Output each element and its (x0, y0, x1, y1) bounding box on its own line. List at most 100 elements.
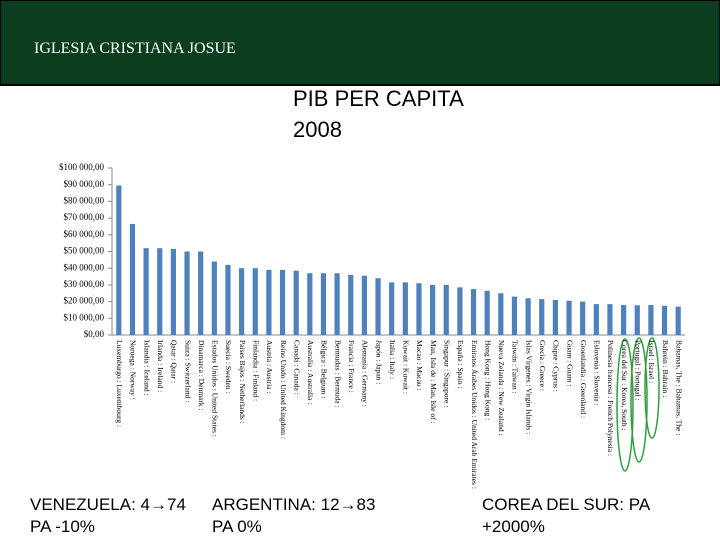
y-tick-label: $60 000,00 (64, 229, 105, 239)
highlight-ring (644, 337, 660, 439)
highlight-ring (630, 337, 648, 463)
x-tick-label: Irlanda : Ireland : (156, 340, 165, 392)
x-tick-label: Guam : Guam : (565, 340, 574, 386)
bar (252, 268, 258, 335)
y-tick-label: $30 000,00 (64, 279, 105, 289)
x-tick-label: Taiwán : Taiwan : (511, 340, 520, 394)
bar (443, 284, 449, 335)
bar (593, 304, 599, 335)
annotation: PA -10% (30, 517, 95, 536)
bar (307, 273, 313, 335)
x-tick-label: Corea del Sur : Korea, South : (620, 340, 629, 431)
x-tick-label: Macao : Macau : (415, 340, 424, 391)
bar (170, 248, 176, 335)
x-tick-label: Bermudas : Bermuda : (333, 340, 342, 408)
x-tick-label: Australia : Australia : (306, 340, 315, 404)
x-tick-label: Nueva Zelanda : New Zealand : (497, 340, 506, 436)
header-title: IGLESIA CRISTIANA JOSUE (34, 40, 236, 57)
chart-title: PIB PER CAPITA (293, 86, 464, 111)
bar (498, 293, 504, 335)
x-tick-label: Bahamas, The : Bahamas, The : (674, 340, 683, 435)
bar (430, 284, 436, 335)
x-tick-label: Canadá : Canada : (292, 340, 301, 395)
annotation: PA 0% (212, 517, 262, 536)
x-tick-label: Bélgica : Belgium : (320, 340, 329, 399)
x-tick-label: Islandia : Iceland : (142, 340, 151, 396)
bar (266, 269, 272, 335)
bar (621, 304, 627, 335)
bar (143, 248, 149, 335)
bar (198, 251, 204, 335)
x-tick-label: Países Bajos : Netherlands : (238, 340, 247, 424)
x-tick-label: Suiza : Switzerland : (183, 340, 192, 402)
bar (552, 299, 558, 335)
x-tick-label: Kuwait : Kuwait : (402, 340, 411, 394)
bar (580, 301, 586, 335)
y-tick-label: $40 000,00 (64, 262, 105, 272)
x-tick-label: Emiratos Árabes Unidos : United Arab Emi… (470, 340, 480, 489)
bar (675, 306, 681, 335)
bar (157, 248, 163, 335)
bar (184, 251, 190, 335)
annotation: COREA DEL SUR: PA (482, 495, 651, 514)
annotation: ARGENTINA: 12→83 (212, 495, 375, 514)
bar (320, 273, 327, 335)
x-tick-label: Luxemburgo : Luxembourg : (115, 340, 124, 427)
x-tick-label: Bahrein : Bahrain : (661, 340, 670, 397)
bar (239, 268, 245, 335)
x-tick-label: Francia : France : (347, 340, 356, 393)
bar (129, 223, 136, 335)
bar (634, 305, 640, 335)
annotation: VENEZUELA: 4→74 (30, 495, 186, 514)
y-tick-label: $0,00 (84, 329, 105, 339)
bar (511, 296, 518, 335)
bar (416, 283, 422, 335)
bar (348, 274, 354, 335)
bar (470, 289, 477, 335)
x-tick-label: Grecia : Greece : (538, 340, 547, 391)
bar (375, 278, 381, 335)
bar (402, 282, 408, 335)
x-tick-label: Hong Kong : Hong Kong : (483, 340, 492, 420)
x-tick-label: Japón : Japan : (374, 340, 383, 384)
x-tick-label: Finlandia : Finland : (252, 340, 261, 401)
x-tick-label: España : Spain : (456, 340, 465, 389)
bar (457, 287, 463, 335)
annotation: +2000% (482, 517, 545, 536)
bar (539, 299, 545, 335)
x-tick-label: Singapur : Singapore : (443, 340, 452, 407)
x-tick-label: Eslovenia : Slovenia : (593, 340, 602, 406)
x-tick-label: Estados Unidos : United States : (211, 340, 220, 437)
x-tick-label: Dinamarca : Denmark : (197, 340, 206, 411)
y-tick-label: $90 000,00 (64, 179, 105, 189)
bar (484, 290, 490, 335)
bar (225, 264, 231, 335)
y-tick-label: $10 000,00 (64, 312, 105, 322)
bar (293, 270, 299, 335)
y-tick-label: $50 000,00 (64, 246, 105, 256)
bar (566, 300, 572, 335)
x-tick-label: Groenlandia : Greenland : (579, 340, 588, 418)
y-tick-label: $70 000,00 (64, 212, 105, 222)
bar (661, 305, 668, 335)
bar (361, 275, 367, 335)
bar (525, 298, 531, 335)
chart-title: 2008 (293, 117, 342, 142)
x-tick-label: Man, Isla de : Man, Isle of : (429, 340, 438, 424)
bar (116, 185, 122, 335)
x-tick-label: Polinesia francesa : French Polynesia : (606, 340, 615, 456)
x-tick-label: Austria : Austria : (265, 340, 274, 394)
x-tick-label: Qatar : Qatar : (170, 340, 179, 383)
bar (211, 261, 217, 335)
y-tick-label: $20 000,00 (64, 296, 105, 306)
x-tick-label: Portugal : Portugal : (634, 340, 643, 401)
y-tick-label: $100 000,00 (59, 162, 105, 172)
header-band (0, 0, 720, 86)
bar (648, 304, 654, 335)
highlight-ring (616, 338, 634, 472)
bar (334, 273, 340, 335)
bar (389, 282, 395, 335)
x-tick-label: Israel : Israel : (647, 340, 656, 383)
x-tick-label: Noruega : Norway : (129, 340, 138, 400)
